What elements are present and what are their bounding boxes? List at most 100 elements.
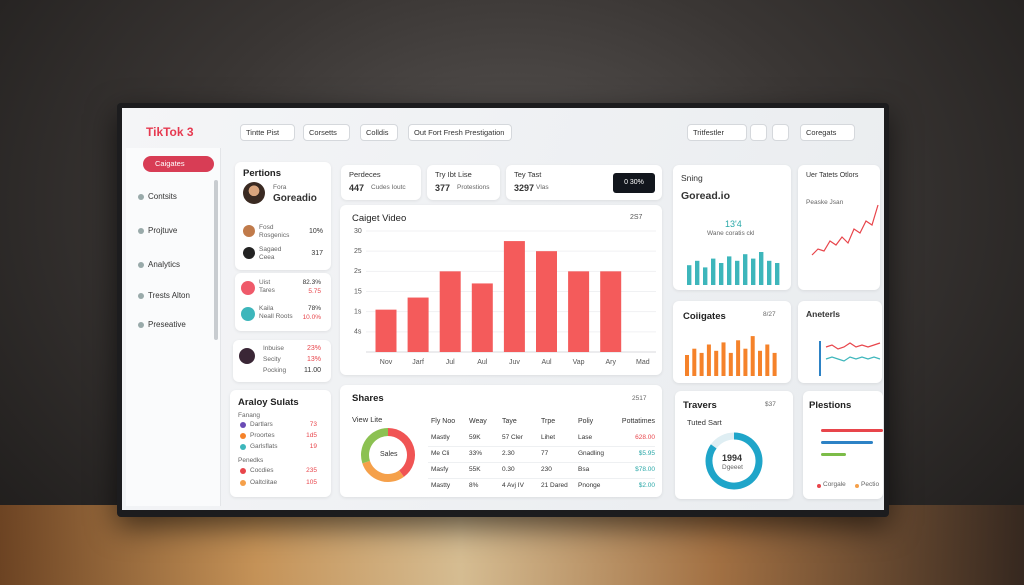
graphic <box>685 336 777 376</box>
icon <box>855 484 859 488</box>
value: 10.0% <box>302 314 321 321</box>
icon <box>243 225 255 237</box>
icon <box>138 228 144 234</box>
spark-bar <box>719 263 724 285</box>
spark-bar <box>714 350 719 376</box>
nav-item[interactable]: Trests Alton <box>148 291 190 300</box>
value: 23% <box>306 345 321 352</box>
spark-bar <box>728 352 733 376</box>
row-label: Sagaed <box>259 246 282 253</box>
cell: Mastty <box>431 482 451 489</box>
icon <box>240 422 246 428</box>
bar <box>536 251 557 352</box>
view-link[interactable]: View Lite <box>352 415 383 424</box>
graphic <box>361 428 415 482</box>
cell: Mastly <box>431 434 450 441</box>
card-title: Sning <box>681 173 703 183</box>
value: 317 <box>311 250 323 257</box>
spark-bar <box>706 344 711 376</box>
desk-glow <box>0 505 1024 585</box>
value: 11.00 <box>304 367 321 374</box>
spark-bar <box>751 258 756 285</box>
y-tick-label: 25 <box>354 248 362 255</box>
nav-item[interactable]: Contsits <box>148 192 177 201</box>
sning-card: Sning Goread.io 13'4 Wane coratis ckl <box>673 165 791 290</box>
menu-button[interactable]: Coregats <box>800 124 855 141</box>
tab[interactable]: Tintte Pist <box>240 124 295 141</box>
spark-bar <box>735 260 740 285</box>
cell: 59K <box>469 434 481 441</box>
group-label: Fanang <box>238 412 261 419</box>
tab[interactable]: Out Fort Fresh Prestigation <box>408 124 512 141</box>
column-header: Trpe <box>541 418 556 425</box>
row-divider <box>428 446 655 447</box>
icon-button[interactable] <box>750 124 767 141</box>
y-tick-label: 15 <box>354 288 362 295</box>
row-label: Dartlars <box>250 421 273 428</box>
graphic: 4s 1s 15 2s 25 30 Nov Jarf Jul Aul Juv Aul Vap Ary Mad <box>354 228 656 366</box>
x-tick-label: Jarf <box>412 359 424 366</box>
search-box[interactable]: Tritfestler <box>687 124 747 141</box>
row-label: Kaila <box>259 305 274 312</box>
icon <box>241 307 255 321</box>
y-tick-label: 30 <box>354 228 362 235</box>
graphic <box>819 341 881 376</box>
x-tick-label: Juv <box>509 359 520 366</box>
value: 1d5 <box>306 432 317 439</box>
value: 13'4 <box>725 219 742 229</box>
spark-bar <box>750 336 755 376</box>
x-tick-label: Ary <box>605 359 616 366</box>
tab[interactable]: Colldis <box>360 124 398 141</box>
row-sub: Tares <box>259 287 275 294</box>
value: 10% <box>308 228 323 235</box>
nav-item[interactable]: Analytics <box>148 260 181 269</box>
value: 19 <box>309 443 317 450</box>
stats-card: Inbuise 23% Secity 13% Pocking 11.00 <box>233 340 331 382</box>
value: 105 <box>306 479 317 486</box>
x-tick-label: Nov <box>380 359 393 366</box>
bar <box>568 271 590 352</box>
spark-line <box>825 342 881 350</box>
shares-card: Shares 2517 View Lite Sales Fly Noo Weay Taye T… <box>340 385 662 497</box>
graphic <box>687 252 780 285</box>
tab[interactable]: Corsetts <box>303 124 350 141</box>
cell: 33% <box>469 450 483 457</box>
cell: Masfy <box>431 466 449 473</box>
cell: 2.30 <box>502 450 515 457</box>
kpi-button[interactable]: 0 30% <box>613 173 655 193</box>
icon <box>138 194 144 200</box>
icon-button[interactable] <box>772 124 789 141</box>
kpi-label: Tey Tast <box>514 170 542 179</box>
row-label: Garlsflats <box>250 443 278 450</box>
spark-bar <box>692 348 697 376</box>
y-tick-label: 4s <box>354 329 362 336</box>
plestions-card: Plestions Corgale Pectio <box>803 391 883 499</box>
value: 78% <box>307 305 321 312</box>
chart-title: Caiget Video <box>352 213 407 224</box>
coligates-card: Coiigates 8/27 <box>673 301 791 383</box>
icon <box>138 262 144 268</box>
badge: 2517 <box>632 395 647 402</box>
badge: $37 <box>765 401 776 408</box>
kpi-card: Perdeces 447 Cudes Ioutc <box>341 165 421 200</box>
cell: 55K <box>469 466 481 473</box>
hbar <box>821 429 883 432</box>
screen: TikTok 3 Tintte Pist Corsetts Colldis Out Fo… <box>122 108 884 510</box>
kpi-label: Perdeces <box>349 170 381 179</box>
icon <box>241 281 255 295</box>
kpi-card: Tey Tast 3297 Vlas 0 30% <box>506 165 662 200</box>
nav-item[interactable]: Preseative <box>148 320 186 329</box>
value: 5.75 <box>308 288 321 295</box>
y-tick-label: 1s <box>354 309 362 316</box>
nav-active[interactable]: Caigates <box>143 156 214 172</box>
stat-label: Inbuise <box>263 345 284 352</box>
row-sub: Neall Roots <box>259 313 293 320</box>
x-tick-label: Mad <box>636 359 650 366</box>
avatar <box>243 182 265 204</box>
group-label: Penedks <box>238 457 264 464</box>
caption: Wane coratis ckl <box>707 230 755 237</box>
cell: 57 Cler <box>502 434 523 441</box>
nav-item[interactable]: Projtuve <box>148 226 178 235</box>
column-header: Fly Noo <box>431 418 456 425</box>
summary-card: Araloy Sulats Fanang Dartlars 73 Proortes 1d5… <box>230 390 331 497</box>
